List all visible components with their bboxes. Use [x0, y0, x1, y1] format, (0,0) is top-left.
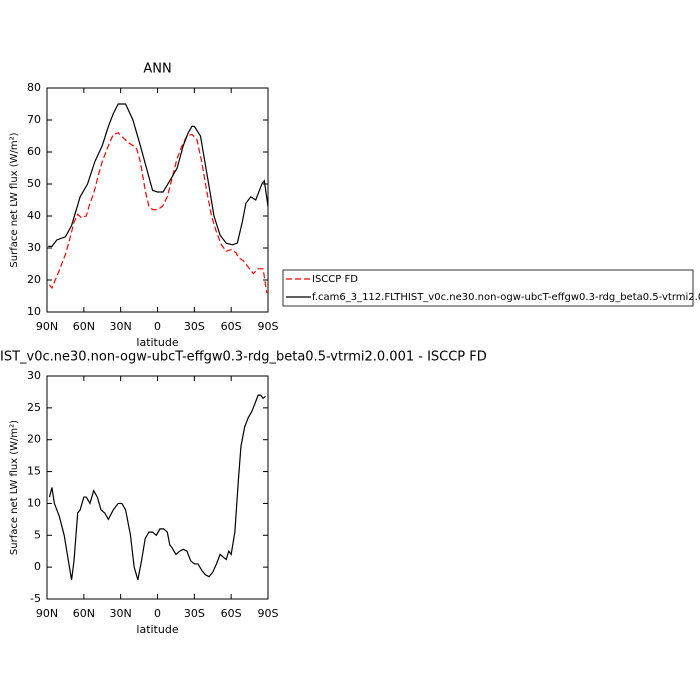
y-tick-label: 10 [27, 305, 41, 318]
chart-title: ANN [143, 62, 171, 77]
x-tick-label: 30N [110, 607, 132, 620]
x-axis-label: latitude [136, 623, 178, 636]
y-tick-label: 0 [34, 560, 41, 573]
y-tick-label: 50 [27, 177, 41, 190]
x-tick-label: 60S [221, 607, 242, 620]
x-tick-label: 30S [184, 607, 205, 620]
chart-title: IST_v0c.ne30.non-ogw-ubcT-effgw0.3-rdg_b… [0, 350, 487, 365]
x-tick-label: 90S [258, 320, 279, 333]
x-tick-label: 60S [221, 320, 242, 333]
plot-frame [46, 87, 269, 313]
y-tick-label: 30 [27, 369, 41, 382]
x-tick-label: 90S [258, 607, 279, 620]
x-tick-label: 30N [110, 320, 132, 333]
y-tick-label: 80 [27, 81, 41, 94]
y-tick-label: 25 [27, 401, 41, 414]
y-tick-label: 20 [27, 433, 41, 446]
data-line [48, 132, 268, 293]
x-tick-label: 60N [73, 607, 95, 620]
x-tick-label: 60N [73, 320, 95, 333]
legend-label: f.cam6_3_112.FLTHIST_v0c.ne30.non-ogw-ub… [312, 292, 700, 303]
y-tick-label: 5 [34, 528, 41, 541]
x-tick-label: 0 [154, 607, 161, 620]
legend-box [282, 269, 694, 307]
y-tick-label: -5 [30, 592, 41, 605]
x-tick-label: 90N [36, 607, 58, 620]
plot-frame [46, 375, 269, 600]
y-tick-label: 60 [27, 145, 41, 158]
y-tick-label: 40 [27, 209, 41, 222]
data-line [48, 103, 269, 247]
y-axis-label: Surface net LW flux (W/m²) [9, 132, 20, 267]
data-line [48, 394, 266, 581]
y-tick-label: 15 [27, 465, 41, 478]
y-tick-label: 70 [27, 113, 41, 126]
y-tick-label: 20 [27, 273, 41, 286]
x-tick-label: 30S [184, 320, 205, 333]
x-tick-label: 0 [154, 320, 161, 333]
x-axis-label: latitude [136, 336, 178, 349]
x-tick-label: 90N [36, 320, 58, 333]
legend-label: ISCCP FD [312, 274, 358, 285]
y-tick-label: 30 [27, 241, 41, 254]
y-axis-label: Surface net LW flux (W/m²) [9, 420, 20, 555]
y-tick-label: 10 [27, 496, 41, 509]
